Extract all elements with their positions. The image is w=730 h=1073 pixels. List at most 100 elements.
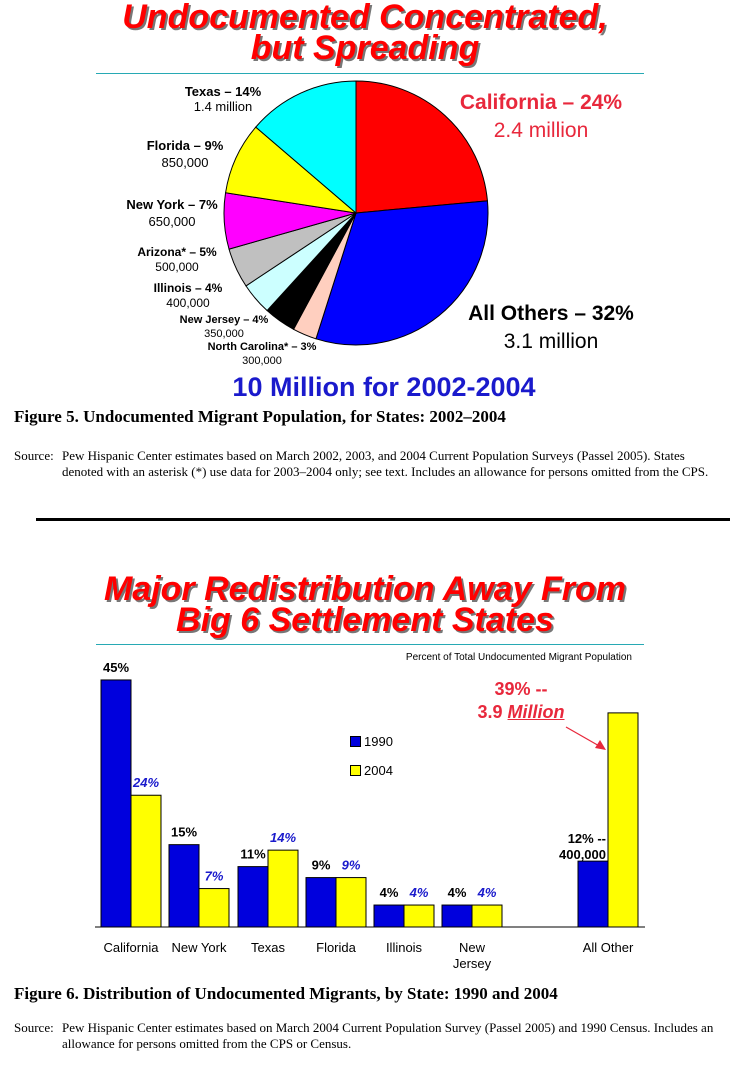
bar-label-1990-illinois: 4%: [380, 885, 399, 900]
bar-chart: 45% 24% California 15% 7% New York 11% 14% Texas…: [95, 660, 645, 971]
all-other-1990-label-line2: 400,000: [559, 847, 606, 862]
bar-label-1990-california: 45%: [103, 660, 129, 675]
pie-label-northcarolina-amount: 300,000: [242, 355, 282, 367]
bar-label-2004-florida: 9%: [342, 858, 361, 873]
pie-label-texas: Texas – 14% 1.4 million: [168, 84, 278, 114]
pie-slice-all-others: [315, 200, 489, 346]
bar-label-2004-california: 24%: [132, 775, 159, 790]
legend-2004: 2004: [350, 763, 393, 778]
pie-title-rule: [96, 73, 644, 74]
bar-2004-new-york: [198, 888, 230, 928]
bar-label-1990-florida: 9%: [312, 858, 331, 873]
bar-label-2004-new-york: 7%: [205, 869, 224, 884]
pie-label-florida-name: Florida – 9%: [146, 138, 224, 153]
pie-label-california-amount: 2.4 million: [493, 119, 589, 142]
bar-2004-illinois: [403, 904, 435, 928]
pie-label-california: California – 24% 2.4 million: [436, 89, 646, 145]
pie-title-line2: but Spreading: [250, 29, 480, 67]
pie-label-illinois-amount: 400,000: [166, 296, 210, 310]
bar-label-1990-texas: 11%: [240, 847, 266, 862]
pie-label-california-name: California – 24%: [459, 91, 623, 114]
bar-label-1990-new-jersey: 4%: [448, 885, 467, 900]
bar-title-line2: Big 6 Settlement States: [176, 601, 554, 639]
pie-label-newyork-name: New York – 7%: [126, 197, 218, 212]
bar-label-2004-new-jersey: 4%: [477, 885, 497, 900]
bar-title-rule: [96, 644, 644, 645]
pie-label-allothers-name: All Others – 32%: [468, 302, 634, 325]
bar-title-line1: Major Redistribution Away From: [103, 570, 626, 608]
pie-subtitle: 10 Million for 2002-2004: [232, 372, 536, 402]
annotation-line1: 39% --: [494, 679, 548, 699]
pie-slice-texas: [255, 80, 357, 215]
figure6-caption: Figure 6. Distribution of Undocumented M…: [14, 984, 558, 1003]
bar-label-1990-new-york: 15%: [171, 825, 197, 840]
pie-label-arizona: Arizona* – 5% 500,000: [122, 245, 232, 275]
category-label-new-jersey-line1: New: [459, 940, 486, 955]
figure6-source-text: Pew Hispanic Center estimates based on M…: [62, 1020, 714, 1051]
pie-label-newjersey-amount: 350,000: [204, 328, 244, 340]
category-label-all-other: All Other: [583, 940, 634, 955]
pie-label-arizona-name: Arizona* – 5%: [137, 245, 217, 259]
section-divider: [36, 518, 730, 521]
annotation-arrow-line: [565, 726, 602, 748]
bar-2004-florida: [335, 877, 367, 928]
annotation-line2-emphasis: Million: [507, 702, 565, 722]
bar-label-2004-texas: 14%: [270, 830, 296, 845]
category-label-florida: Florida: [316, 940, 357, 955]
category-label-new-jersey-line2: Jersey: [453, 956, 492, 971]
pie-label-newyork-amount: 650,000: [148, 214, 196, 229]
pie-label-illinois: Illinois – 4% 400,000: [138, 281, 238, 311]
bar-1990-illinois: [373, 904, 405, 928]
bar-1990-texas: [237, 866, 269, 928]
legend-1990: 1990: [350, 734, 393, 749]
bar-2004-new-jersey: [471, 904, 503, 928]
bar-2004-california: [130, 794, 162, 928]
bar-1990-florida: [305, 877, 337, 928]
category-label-texas: Texas: [251, 940, 285, 955]
pie-label-allothers: All Others – 32% 3.1 million: [446, 300, 656, 356]
pie-label-illinois-name: Illinois – 4%: [153, 281, 223, 295]
pie-label-newjersey: New Jersey – 4% 350,000: [168, 313, 280, 341]
legend-label-1990: 1990: [364, 734, 393, 749]
pie-chart: [223, 80, 489, 346]
bar-chart-note: Percent of Total Undocumented Migrant Po…: [405, 652, 632, 663]
legend-swatch-1990: [350, 736, 361, 747]
pie-label-arizona-amount: 500,000: [155, 260, 199, 274]
all-other-2004-annotation: 39% -- 3.9 Million: [456, 678, 586, 724]
pie-label-northcarolina-name: North Carolina* – 3%: [207, 341, 317, 353]
figure6-source-label: Source:: [14, 1020, 54, 1035]
bar-2004-texas: [267, 849, 299, 928]
legend-label-2004: 2004: [364, 763, 393, 778]
pie-label-texas-name: Texas – 14%: [184, 84, 262, 99]
pie-label-allothers-amount: 3.1 million: [503, 330, 599, 353]
pie-label-northcarolina: North Carolina* – 3% 300,000: [192, 340, 332, 368]
bar-2004-all-other: [607, 712, 639, 928]
all-other-1990-label: 12% -- 400,000: [546, 831, 606, 863]
pie-chart-title: Undocumented Concentrated, but Spreading: [0, 0, 730, 67]
annotation-line2-prefix: 3.9: [477, 702, 508, 722]
pie-label-newjersey-name: New Jersey – 4%: [179, 314, 269, 326]
bar-label-2004-illinois: 4%: [409, 885, 429, 900]
pie-slice-california: [355, 80, 488, 214]
bar-1990-all-other: [577, 860, 609, 928]
bar-1990-california: [100, 679, 132, 928]
category-label-new-york: New York: [172, 940, 227, 955]
pie-label-florida: Florida – 9% 850,000: [130, 137, 240, 171]
figure5-source-text: Pew Hispanic Center estimates based on M…: [62, 448, 709, 479]
legend-swatch-2004: [350, 765, 361, 776]
category-label-california: California: [104, 940, 160, 955]
all-other-1990-label-line1: 12% --: [567, 831, 606, 846]
category-label-illinois: Illinois: [386, 940, 423, 955]
bar-1990-new-jersey: [441, 904, 473, 928]
figure5-caption: Figure 5. Undocumented Migrant Populatio…: [14, 407, 506, 426]
figure5-source: Source: Pew Hispanic Center estimates ba…: [14, 448, 724, 480]
annotation-arrow-head: [595, 740, 606, 750]
annotation-line2: 3.9 Million: [456, 701, 586, 724]
figure5-source-label: Source:: [14, 448, 54, 463]
pie-title-line1: Undocumented Concentrated,: [122, 0, 608, 36]
bar-1990-new-york: [168, 844, 200, 928]
figure6-source: Source: Pew Hispanic Center estimates ba…: [14, 1020, 724, 1052]
bar-chart-title: Major Redistribution Away From Big 6 Set…: [0, 570, 730, 639]
pie-label-texas-amount: 1.4 million: [193, 99, 253, 114]
pie-label-newyork: New York – 7% 650,000: [110, 196, 234, 230]
